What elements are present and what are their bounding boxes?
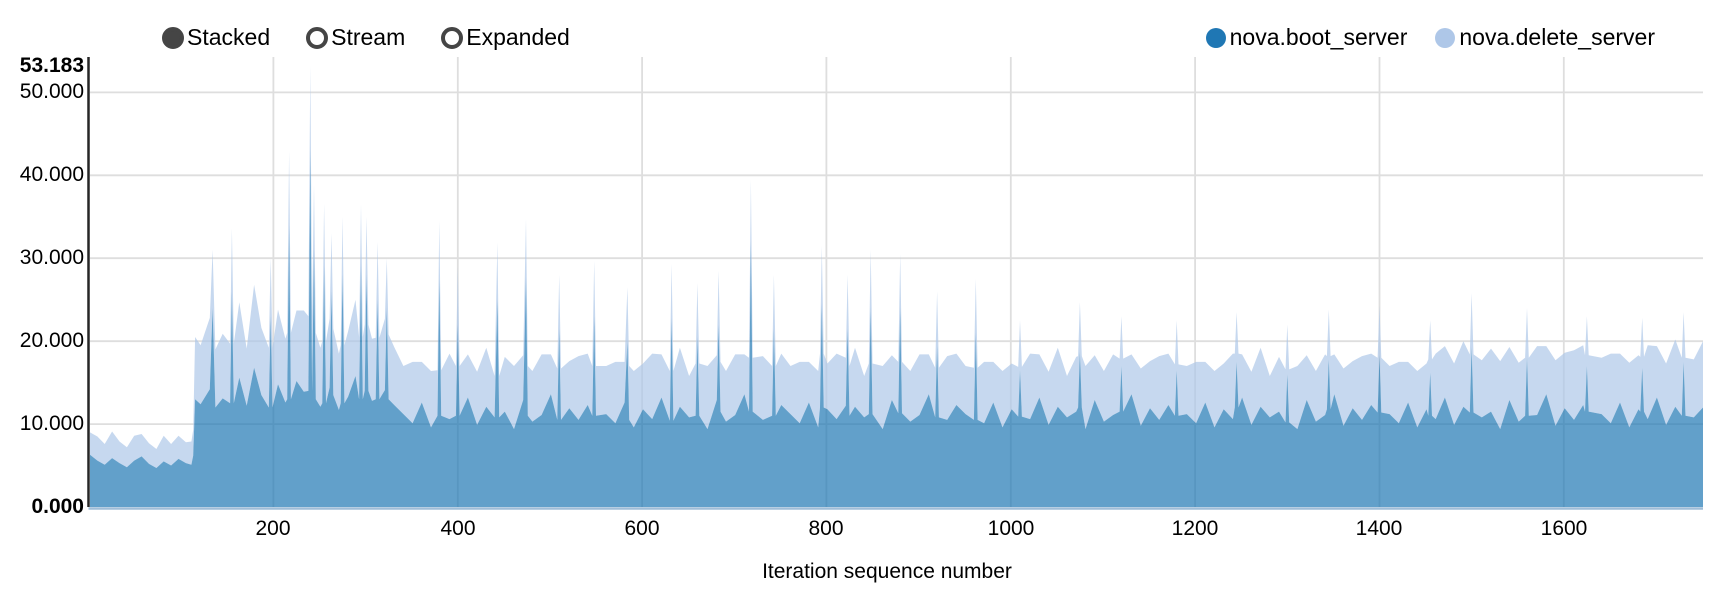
y-axis-labels: 53.183 0.000 10.000 20.000 30.000 40.000 50.00… [0,0,84,602]
legend-item-delete-server[interactable]: nova.delete_server [1435,26,1655,49]
radio-expanded-icon[interactable] [441,26,464,49]
x-tick-label: 1600 [1540,517,1588,540]
x-tick-label: 400 [440,517,476,540]
y-tick-label: 10.000 [19,412,84,435]
y-tick-label: 53.183 [19,54,84,77]
radio-stream-label: Stream [331,24,406,50]
y-tick-label: 0.000 [31,495,84,518]
legend-boot-server-label: nova.boot_server [1229,24,1408,50]
x-tick-label: 800 [808,517,844,540]
x-tick-label: 1000 [987,517,1035,540]
boot-server-swatch-icon [1205,27,1226,48]
delete-server-swatch-icon [1435,27,1456,48]
chart-mode-controls: Stacked Stream Expanded [162,26,570,49]
x-axis-title: Iteration sequence number [762,560,1012,583]
radio-stream[interactable]: Stream [306,26,405,49]
delete-server-area[interactable] [90,66,1703,468]
x-tick-label: 200 [255,517,291,540]
x-tick-label: 1400 [1355,517,1403,540]
x-tick-label: 600 [624,517,660,540]
chart-legend: nova.boot_server nova.delete_server [1205,24,1655,50]
y-tick-label: 50.000 [19,80,84,103]
y-tick-label: 20.000 [19,329,84,352]
radio-expanded[interactable]: Expanded [441,26,570,49]
radio-stream-icon[interactable] [306,26,329,49]
y-tick-label: 40.000 [19,163,84,186]
legend-item-boot-server[interactable]: nova.boot_server [1205,24,1408,50]
radio-expanded-label: Expanded [466,24,570,50]
x-tick-label: 1200 [1171,517,1219,540]
radio-stacked-icon[interactable] [162,26,184,49]
boot-server-area[interactable] [90,148,1703,508]
radio-stacked[interactable]: Stacked [162,26,270,49]
legend-delete-server-label: nova.delete_server [1459,24,1655,50]
y-tick-label: 30.000 [19,246,84,269]
radio-stacked-label: Stacked [187,24,271,50]
